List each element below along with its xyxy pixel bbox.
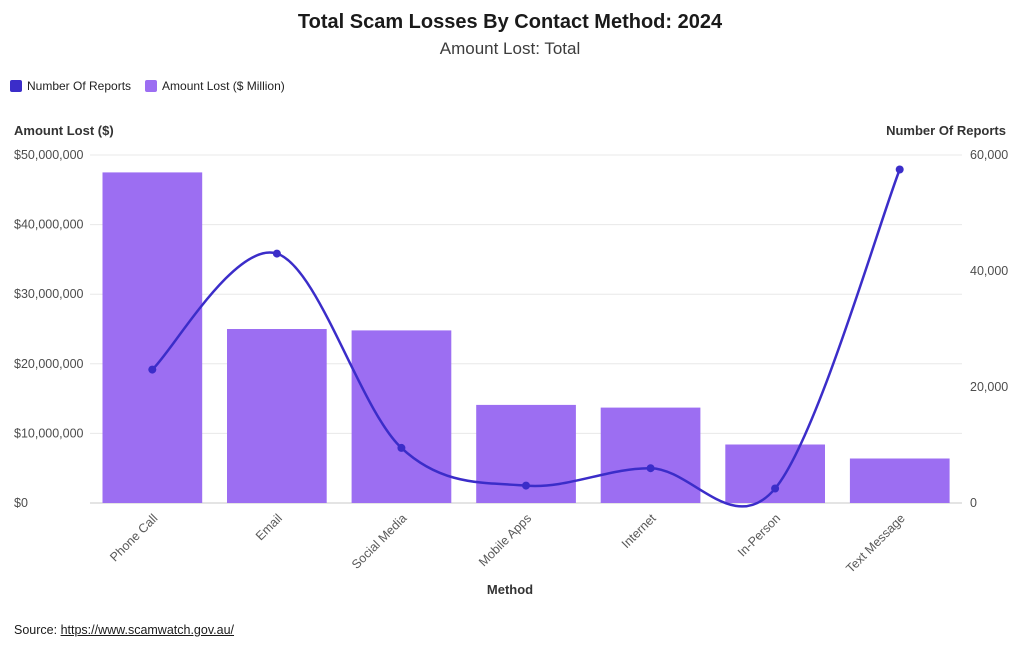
left-axis-tick-label: $30,000,000: [14, 287, 84, 301]
legend-swatch-reports: [10, 80, 22, 92]
right-axis-title: Number Of Reports: [886, 123, 1006, 138]
left-axis-tick-label: $0: [14, 496, 28, 510]
reports-point-email[interactable]: [272, 249, 281, 258]
legend-swatch-amount: [145, 80, 158, 92]
bar-internet[interactable]: [600, 407, 701, 503]
left-axis-tick-label: $10,000,000: [14, 426, 84, 440]
legend-item-amount-lost[interactable]: Amount Lost ($ Million): [145, 79, 285, 93]
right-axis-tick-label: 0: [970, 496, 977, 510]
reports-point-mobile-apps[interactable]: [522, 481, 530, 490]
bar-social-media[interactable]: [351, 330, 452, 503]
left-axis-tick-label: $20,000,000: [14, 357, 84, 371]
x-tick-mobile-apps: Mobile Apps: [476, 511, 534, 569]
chart-title: Total Scam Losses By Contact Method: 202…: [297, 11, 723, 33]
reports-point-in-person[interactable]: [771, 484, 780, 493]
right-axis-tick-label: 60,000: [970, 148, 1008, 162]
right-axis-tick-label: 20,000: [970, 380, 1008, 394]
x-tick-in-person: In-Person: [735, 511, 783, 559]
legend: Number Of Reports Amount Lost ($ Million…: [10, 79, 285, 93]
source-label: Source:: [14, 623, 61, 637]
legend-item-number-of-reports[interactable]: Number Of Reports: [10, 79, 131, 93]
source-link[interactable]: https://www.scamwatch.gov.au/: [60, 623, 235, 637]
legend-label-amount: Amount Lost ($ Million): [162, 79, 285, 93]
x-tick-phone-call: Phone Call: [107, 511, 160, 564]
x-tick-text-message: Text Message: [843, 511, 907, 575]
reports-point-social-media[interactable]: [397, 443, 406, 452]
reports-point-text-message[interactable]: [895, 165, 904, 174]
bar-phone-call[interactable]: [102, 172, 203, 503]
source-footer: Source: https://www.scamwatch.gov.au/: [14, 623, 234, 637]
x-tick-social-media: Social Media: [349, 511, 410, 572]
left-axis-tick-label: $40,000,000: [14, 218, 84, 232]
x-axis-title: Method: [486, 582, 534, 597]
reports-point-phone-call[interactable]: [148, 365, 157, 374]
left-axis-tick-label: $50,000,000: [14, 148, 84, 162]
bar-in-person[interactable]: [725, 444, 825, 504]
x-tick-internet: Internet: [619, 511, 659, 551]
right-axis-tick-label: 40,000: [970, 264, 1008, 278]
reports-point-internet[interactable]: [646, 464, 655, 473]
left-axis-title: Amount Lost ($): [14, 123, 114, 138]
x-tick-email: Email: [253, 511, 285, 543]
bar-email[interactable]: [227, 329, 327, 503]
bar-text-message[interactable]: [849, 458, 950, 504]
legend-label-reports: Number Of Reports: [27, 79, 132, 93]
chart-subtitle: Amount Lost: Total: [439, 39, 581, 58]
